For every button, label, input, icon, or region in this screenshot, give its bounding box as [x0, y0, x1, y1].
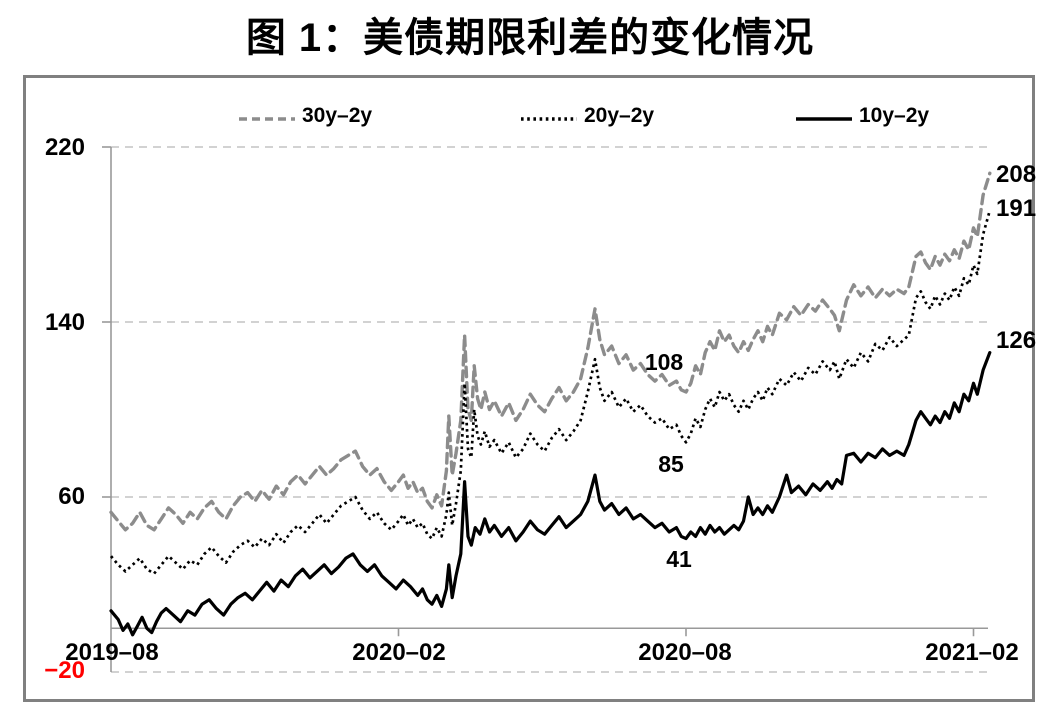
- x-tick-label-2020-02: 2020–02: [352, 639, 446, 666]
- legend-label-30y-2y: 30y–2y: [302, 104, 373, 127]
- annotation-10y-2y-low: 41: [666, 546, 692, 572]
- x-tick-label-2020-08: 2020–08: [638, 639, 732, 666]
- legend-item-30y-2y: 30y–2y: [238, 103, 372, 129]
- x-tick-label-2019-08: 2019–08: [65, 639, 159, 666]
- legend-line-sample-20y-2y-icon: [520, 111, 578, 121]
- page-title: 图 1：美债期限利差的变化情况: [245, 16, 815, 60]
- series-line-20y-2y: [109, 210, 992, 575]
- legend-line-sample-30y-2y-icon: [238, 111, 296, 121]
- legend-item-10y-2y: 10y–2y: [795, 103, 929, 129]
- y-tick-label-140: 140: [44, 309, 85, 336]
- legend-item-20y-2y: 20y–2y: [520, 103, 654, 129]
- end-label-20y-2y: 191: [996, 195, 1037, 222]
- end-label-30y-2y: 208: [996, 161, 1037, 188]
- series-line-10y-2y: [109, 351, 992, 637]
- annotation-20y-2y-low: 85: [658, 451, 684, 477]
- x-tick-label-2021-02: 2021–02: [925, 639, 1019, 666]
- y-tick-label-60: 60: [58, 483, 85, 510]
- series-line-30y-2y: [109, 171, 992, 532]
- y-tick-label-minus20: −20: [44, 657, 85, 684]
- chart-panel: [23, 75, 1035, 702]
- legend-line-sample-10y-2y-icon: [795, 111, 853, 121]
- legend-label-20y-2y: 20y–2y: [584, 104, 655, 127]
- end-label-10y-2y: 126: [996, 327, 1037, 354]
- annotation-30y-2y-low: 108: [644, 349, 684, 375]
- legend-label-10y-2y: 10y–2y: [859, 104, 930, 127]
- y-tick-label-220: 220: [44, 134, 85, 161]
